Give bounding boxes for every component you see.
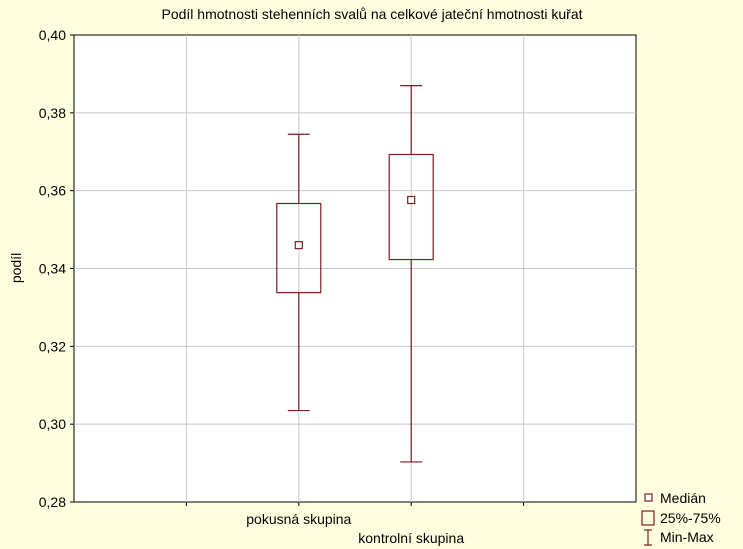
x-tick-label: kontrolní skupina (358, 530, 464, 546)
y-tick-labels: 0,28 0,30 0,32 0,34 0,36 0,38 0,40 (39, 27, 74, 510)
y-tick-label: 0,30 (39, 416, 66, 432)
y-tick-label: 0,36 (39, 183, 66, 199)
y-tick-label: 0,34 (39, 261, 66, 277)
box-series (276, 84, 434, 463)
legend-label-minmax: Min-Max (660, 529, 714, 545)
y-tick-label: 0,28 (39, 494, 66, 510)
median-point (407, 195, 416, 205)
median-point (294, 241, 303, 250)
x-tick-label: pokusná skupina (246, 511, 351, 527)
median-square-icon (644, 493, 653, 502)
iqr-box (388, 153, 434, 261)
legend: Medián 25%-75% Min-Max (641, 490, 721, 546)
box-group (276, 133, 322, 412)
x-tick-labels: pokusná skupina kontrolní skupina (246, 511, 464, 546)
y-tick-label: 0,40 (39, 27, 66, 43)
whisker-icon (644, 529, 652, 546)
legend-label-median: Medián (660, 490, 706, 506)
iqr-box (276, 202, 322, 294)
y-tick-label: 0,38 (39, 105, 66, 121)
legend-label-box: 25%-75% (660, 510, 721, 526)
y-axis-label: podíl (8, 253, 24, 283)
box-rect-icon (641, 510, 655, 526)
box-group (388, 84, 434, 463)
y-tick-label: 0,32 (39, 338, 66, 354)
chart-title: Podíl hmotnosti stehenních svalů na celk… (161, 6, 582, 22)
